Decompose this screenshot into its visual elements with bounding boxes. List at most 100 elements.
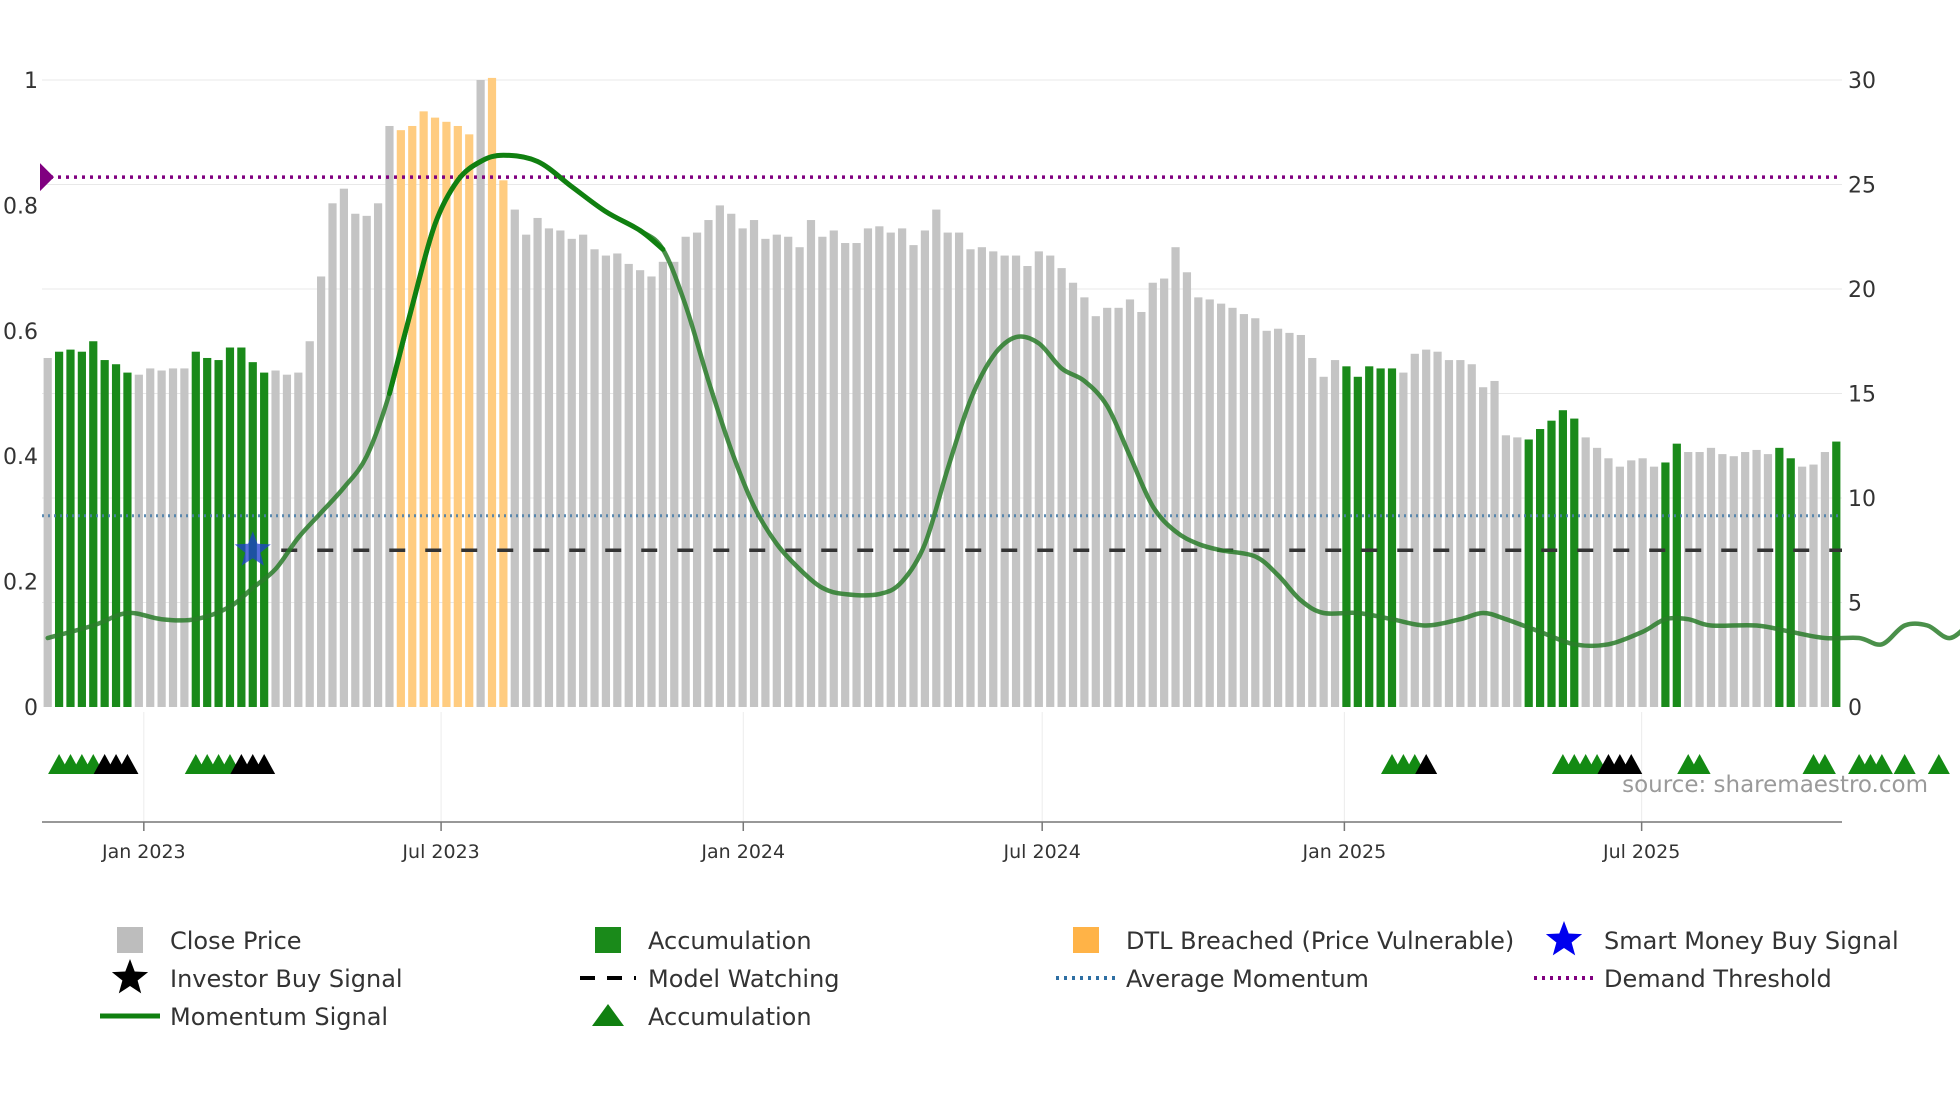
price-bar xyxy=(1330,360,1340,707)
legend-label: Smart Money Buy Signal xyxy=(1604,927,1899,955)
price-bar xyxy=(795,247,804,707)
price-bar xyxy=(1729,456,1738,707)
right-tick-label: 10 xyxy=(1848,487,1876,512)
legend-item: Model Watching xyxy=(580,965,840,993)
legend: Close Price Accumulation DTL Breached (Pri… xyxy=(100,921,1899,1031)
price-bar xyxy=(1661,462,1670,707)
price-bar xyxy=(1820,452,1830,707)
price-bar xyxy=(909,245,918,708)
x-tick-label: Jul 2025 xyxy=(1602,841,1680,863)
x-tick-label: Jul 2024 xyxy=(1003,841,1081,863)
price-bar xyxy=(328,203,337,707)
legend-item: Average Momentum xyxy=(1056,965,1369,993)
price-bar xyxy=(556,230,565,708)
price-bar xyxy=(237,347,246,707)
price-bar xyxy=(1125,299,1135,707)
price-bar xyxy=(260,372,269,707)
price-bar xyxy=(954,232,964,707)
price-bar xyxy=(1490,380,1499,707)
price-bar xyxy=(1547,420,1556,707)
price-bar xyxy=(225,347,235,707)
price-bar xyxy=(419,111,428,708)
price-bar xyxy=(476,80,485,707)
legend-triangle-icon xyxy=(592,1004,624,1026)
price-bar xyxy=(1775,447,1784,707)
price-bar xyxy=(522,234,531,707)
price-bar xyxy=(636,270,645,707)
right-tick-label: 5 xyxy=(1848,592,1862,617)
price-bar xyxy=(1273,328,1283,707)
smart-money-buy-star xyxy=(234,531,271,566)
signal-lines xyxy=(40,152,1960,649)
price-bar xyxy=(1570,418,1579,707)
investor-buy-triangle xyxy=(1415,754,1438,774)
price-bar xyxy=(203,357,212,707)
price-bar xyxy=(1182,272,1192,707)
price-bar xyxy=(863,228,873,707)
price-bar xyxy=(134,374,143,707)
price-bar xyxy=(1387,368,1397,707)
price-bar xyxy=(191,351,200,707)
price-bar xyxy=(1080,297,1089,707)
left-tick-label: 0.8 xyxy=(3,194,38,219)
price-bar xyxy=(89,341,98,707)
x-tick-label: Jul 2023 xyxy=(401,841,479,863)
legend-item: Accumulation xyxy=(595,927,812,955)
price-bar xyxy=(408,125,417,708)
legend-label: Accumulation xyxy=(648,927,812,955)
price-bar xyxy=(1160,278,1169,707)
price-bar xyxy=(111,364,121,707)
legend-swatch xyxy=(595,927,621,953)
price-bar xyxy=(1536,429,1545,707)
price-bar xyxy=(977,247,986,707)
legend-item: Smart Money Buy Signal xyxy=(1545,921,1899,956)
price-bar xyxy=(1422,349,1431,707)
price-bar xyxy=(282,374,292,707)
price-bar xyxy=(1513,437,1522,707)
accumulation-triangle xyxy=(1893,754,1916,774)
price-bar xyxy=(1718,454,1727,707)
price-bar xyxy=(818,236,827,707)
price-bar xyxy=(692,232,702,707)
price-bar xyxy=(100,360,109,707)
price-bar xyxy=(1524,439,1533,707)
close-price-bars xyxy=(43,77,1841,708)
price-bar xyxy=(1308,357,1317,707)
price-bar xyxy=(1444,360,1454,707)
price-bar xyxy=(1296,334,1305,707)
price-bar xyxy=(1228,307,1237,707)
legend-label: Investor Buy Signal xyxy=(170,965,403,993)
price-bar xyxy=(66,349,75,707)
axes: Jan 2023 Jul 2023 Jan 2024 Jul 2024 Jan 2025… xyxy=(3,69,1876,863)
right-tick-label: 15 xyxy=(1848,383,1876,408)
price-bar xyxy=(1171,247,1180,707)
left-tick-label: 0.4 xyxy=(3,445,38,470)
price-bar xyxy=(1353,376,1362,707)
price-bar xyxy=(784,236,793,707)
price-bar xyxy=(1706,447,1716,707)
price-bar xyxy=(1456,360,1465,707)
x-tick-label: Jan 2023 xyxy=(101,841,186,863)
accumulation-triangle xyxy=(1813,754,1836,774)
legend-item: Momentum Signal xyxy=(100,1003,388,1031)
price-bar xyxy=(1592,447,1602,707)
price-bar xyxy=(214,360,223,707)
left-tick-label: 0 xyxy=(24,696,38,721)
price-bar xyxy=(1285,332,1294,707)
investor-buy-triangle xyxy=(116,754,139,774)
price-bar xyxy=(362,215,371,707)
investor-buy-triangle xyxy=(1620,754,1643,774)
price-bar xyxy=(579,234,588,707)
legend-swatch xyxy=(117,927,143,953)
price-bar xyxy=(317,276,326,707)
price-bar xyxy=(1627,460,1636,707)
price-bar xyxy=(852,243,861,707)
price-bar xyxy=(1205,299,1214,707)
right-tick-label: 20 xyxy=(1848,278,1876,303)
price-bar xyxy=(989,251,998,707)
price-bar xyxy=(932,209,941,707)
price-bar xyxy=(704,220,713,707)
price-bar xyxy=(761,238,770,707)
legend-label: Accumulation xyxy=(648,1003,812,1031)
